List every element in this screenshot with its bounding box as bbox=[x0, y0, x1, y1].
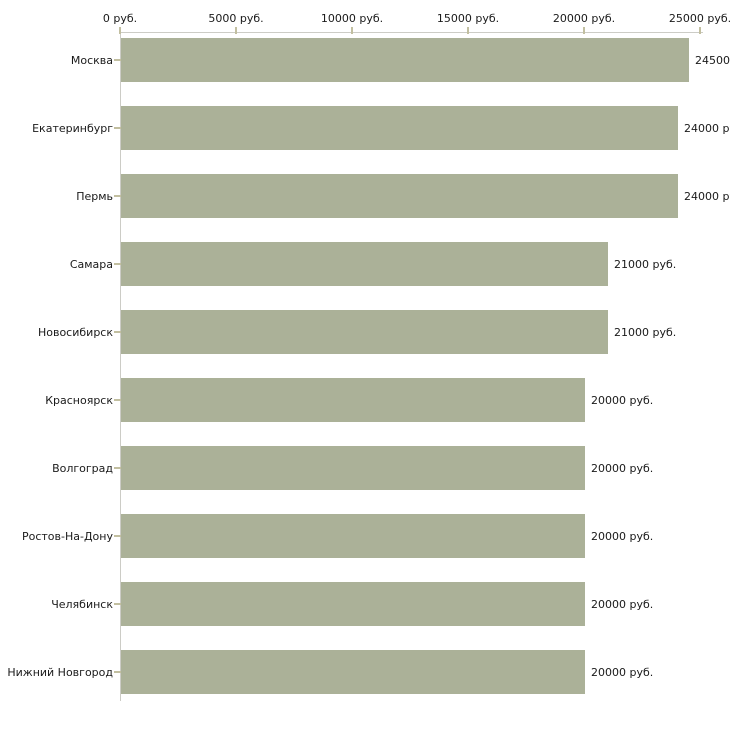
bar-value-label: 21000 руб. bbox=[614, 325, 677, 339]
x-axis-tick-label: 10000 руб. bbox=[320, 12, 384, 25]
bar bbox=[121, 446, 585, 490]
category-label: Пермь bbox=[76, 189, 113, 203]
x-axis-tick-label: 0 руб. bbox=[102, 12, 138, 25]
x-axis-tick bbox=[699, 27, 701, 34]
bar bbox=[121, 242, 608, 286]
x-axis-tick-label: 20000 руб. bbox=[552, 12, 616, 25]
y-axis-tick bbox=[114, 399, 121, 401]
y-axis-tick bbox=[114, 467, 121, 469]
bar-value-label: 20000 руб. bbox=[591, 529, 654, 543]
bar bbox=[121, 582, 585, 626]
y-axis-tick bbox=[114, 331, 121, 333]
category-label: Москва bbox=[70, 53, 113, 67]
x-axis-tick bbox=[351, 27, 353, 34]
y-axis-tick bbox=[114, 603, 121, 605]
category-label: Красноярск bbox=[45, 393, 113, 407]
category-label: Нижний Новгород bbox=[7, 665, 113, 679]
bar bbox=[121, 378, 585, 422]
category-label: Ростов-На-Дону bbox=[21, 529, 113, 543]
category-label: Екатеринбург bbox=[32, 121, 113, 135]
x-axis-tick bbox=[467, 27, 469, 34]
x-axis-tick-label: 15000 руб. bbox=[436, 12, 500, 25]
y-axis-tick bbox=[114, 195, 121, 197]
y-axis-tick bbox=[114, 535, 121, 537]
x-axis-tick bbox=[235, 27, 237, 34]
bar-value-label: 20000 руб. bbox=[591, 665, 654, 679]
y-axis-tick bbox=[114, 127, 121, 129]
x-axis-tick-label: 5000 руб. bbox=[208, 12, 264, 25]
bar bbox=[121, 38, 689, 82]
bar-value-label: 24000 руб. bbox=[684, 189, 730, 203]
bar bbox=[121, 310, 608, 354]
x-axis-line bbox=[120, 32, 703, 33]
y-axis-line bbox=[120, 32, 121, 701]
category-label: Новосибирск bbox=[37, 325, 113, 339]
bar-value-label: 24000 руб. bbox=[684, 121, 730, 135]
bar bbox=[121, 106, 678, 150]
bar-value-label: 21000 руб. bbox=[614, 257, 677, 271]
bar bbox=[121, 514, 585, 558]
bar-value-label: 20000 руб. bbox=[591, 393, 654, 407]
y-axis-tick bbox=[114, 59, 121, 61]
y-axis-tick bbox=[114, 671, 121, 673]
bar bbox=[121, 174, 678, 218]
y-axis-tick bbox=[114, 263, 121, 265]
x-axis-tick bbox=[583, 27, 585, 34]
bar bbox=[121, 650, 585, 694]
category-label: Челябинск bbox=[51, 597, 113, 611]
bar-value-label: 20000 руб. bbox=[591, 597, 654, 611]
x-axis-tick-label: 25000 руб. bbox=[668, 12, 730, 25]
bar-value-label: 20000 руб. bbox=[591, 461, 654, 475]
bar-value-label: 24500 руб. bbox=[695, 53, 730, 67]
category-label: Самара bbox=[69, 257, 113, 271]
x-axis-tick bbox=[119, 27, 121, 34]
category-label: Волгоград bbox=[52, 461, 113, 475]
